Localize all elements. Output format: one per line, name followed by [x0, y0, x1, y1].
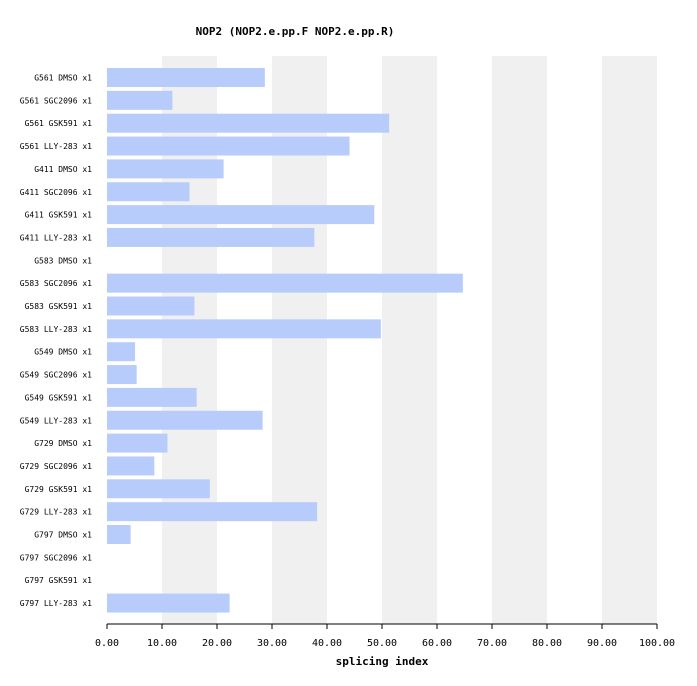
x-tick-label: 50.00	[367, 638, 397, 649]
bar	[107, 90, 173, 110]
category-label: G411 SGC2096 x1	[20, 188, 92, 197]
category-label: G797 LLY-283 x1	[20, 599, 92, 608]
bar	[107, 159, 224, 179]
category-label: G561 GSK591 x1	[25, 119, 93, 128]
bar	[107, 296, 195, 316]
category-label: G729 GSK591 x1	[25, 485, 93, 494]
bar	[107, 479, 210, 499]
category-label: G797 DMSO x1	[34, 531, 92, 540]
bar	[107, 113, 390, 133]
bar	[107, 525, 131, 544]
x-tick-label: 30.00	[257, 638, 287, 649]
category-label: G583 SGC2096 x1	[20, 279, 92, 288]
x-tick-label: 20.00	[202, 638, 232, 649]
bar	[107, 205, 375, 225]
bar	[107, 502, 318, 522]
category-label: G729 DMSO x1	[34, 439, 92, 448]
category-label: G411 DMSO x1	[34, 165, 92, 174]
x-tick-label: 80.00	[532, 638, 562, 649]
x-axis: 0.00 10.00 20.00 30.00 40.00 50.00 60.00 70.00 8…	[95, 623, 675, 649]
x-tick-label: 70.00	[477, 638, 507, 649]
category-label: G583 GSK591 x1	[25, 302, 93, 311]
category-label: G583 DMSO x1	[34, 256, 92, 265]
category-label: G797 GSK591 x1	[25, 576, 93, 585]
x-tick-label: 40.00	[312, 638, 342, 649]
x-tick-label: 60.00	[422, 638, 452, 649]
category-label: G549 GSK591 x1	[25, 393, 93, 402]
category-label: G561 SGC2096 x1	[20, 96, 92, 105]
chart-title: NOP2 (NOP2.e.pp.F NOP2.e.pp.R)	[196, 25, 395, 38]
x-tick-label: 100.00	[639, 638, 675, 649]
x-tick-label: 0.00	[95, 638, 119, 649]
bar	[107, 433, 168, 453]
bar-series	[107, 68, 463, 613]
x-tick-label: 10.00	[147, 638, 177, 649]
category-labels: G561 DMSO x1 G561 SGC2096 x1 G561 GSK591 x…	[20, 74, 92, 609]
category-label: G561 LLY-283 x1	[20, 142, 92, 151]
grid-band	[492, 56, 547, 624]
category-label: G797 SGC2096 x1	[20, 553, 92, 562]
category-label: G549 LLY-283 x1	[20, 416, 92, 425]
grid-band	[382, 56, 437, 624]
bar	[107, 342, 136, 362]
bar	[107, 68, 265, 87]
category-label: G561 DMSO x1	[34, 74, 92, 83]
category-label: G729 LLY-283 x1	[20, 508, 92, 517]
category-label: G583 LLY-283 x1	[20, 325, 92, 334]
category-label: G729 SGC2096 x1	[20, 462, 92, 471]
category-label: G411 GSK591 x1	[25, 211, 93, 220]
bar	[107, 365, 137, 385]
bar	[107, 319, 381, 339]
bar	[107, 387, 197, 407]
bar	[107, 273, 463, 293]
x-axis-title: splicing index	[336, 655, 429, 668]
bar	[107, 410, 263, 430]
bar	[107, 456, 155, 476]
bar	[107, 593, 230, 613]
category-label: G549 DMSO x1	[34, 348, 92, 357]
grid-band	[602, 56, 657, 624]
bar	[107, 227, 315, 247]
category-label: G549 SGC2096 x1	[20, 371, 92, 380]
x-tick-label: 90.00	[587, 638, 617, 649]
bar	[107, 182, 190, 202]
category-label: G411 LLY-283 x1	[20, 233, 92, 242]
bar	[107, 136, 350, 156]
